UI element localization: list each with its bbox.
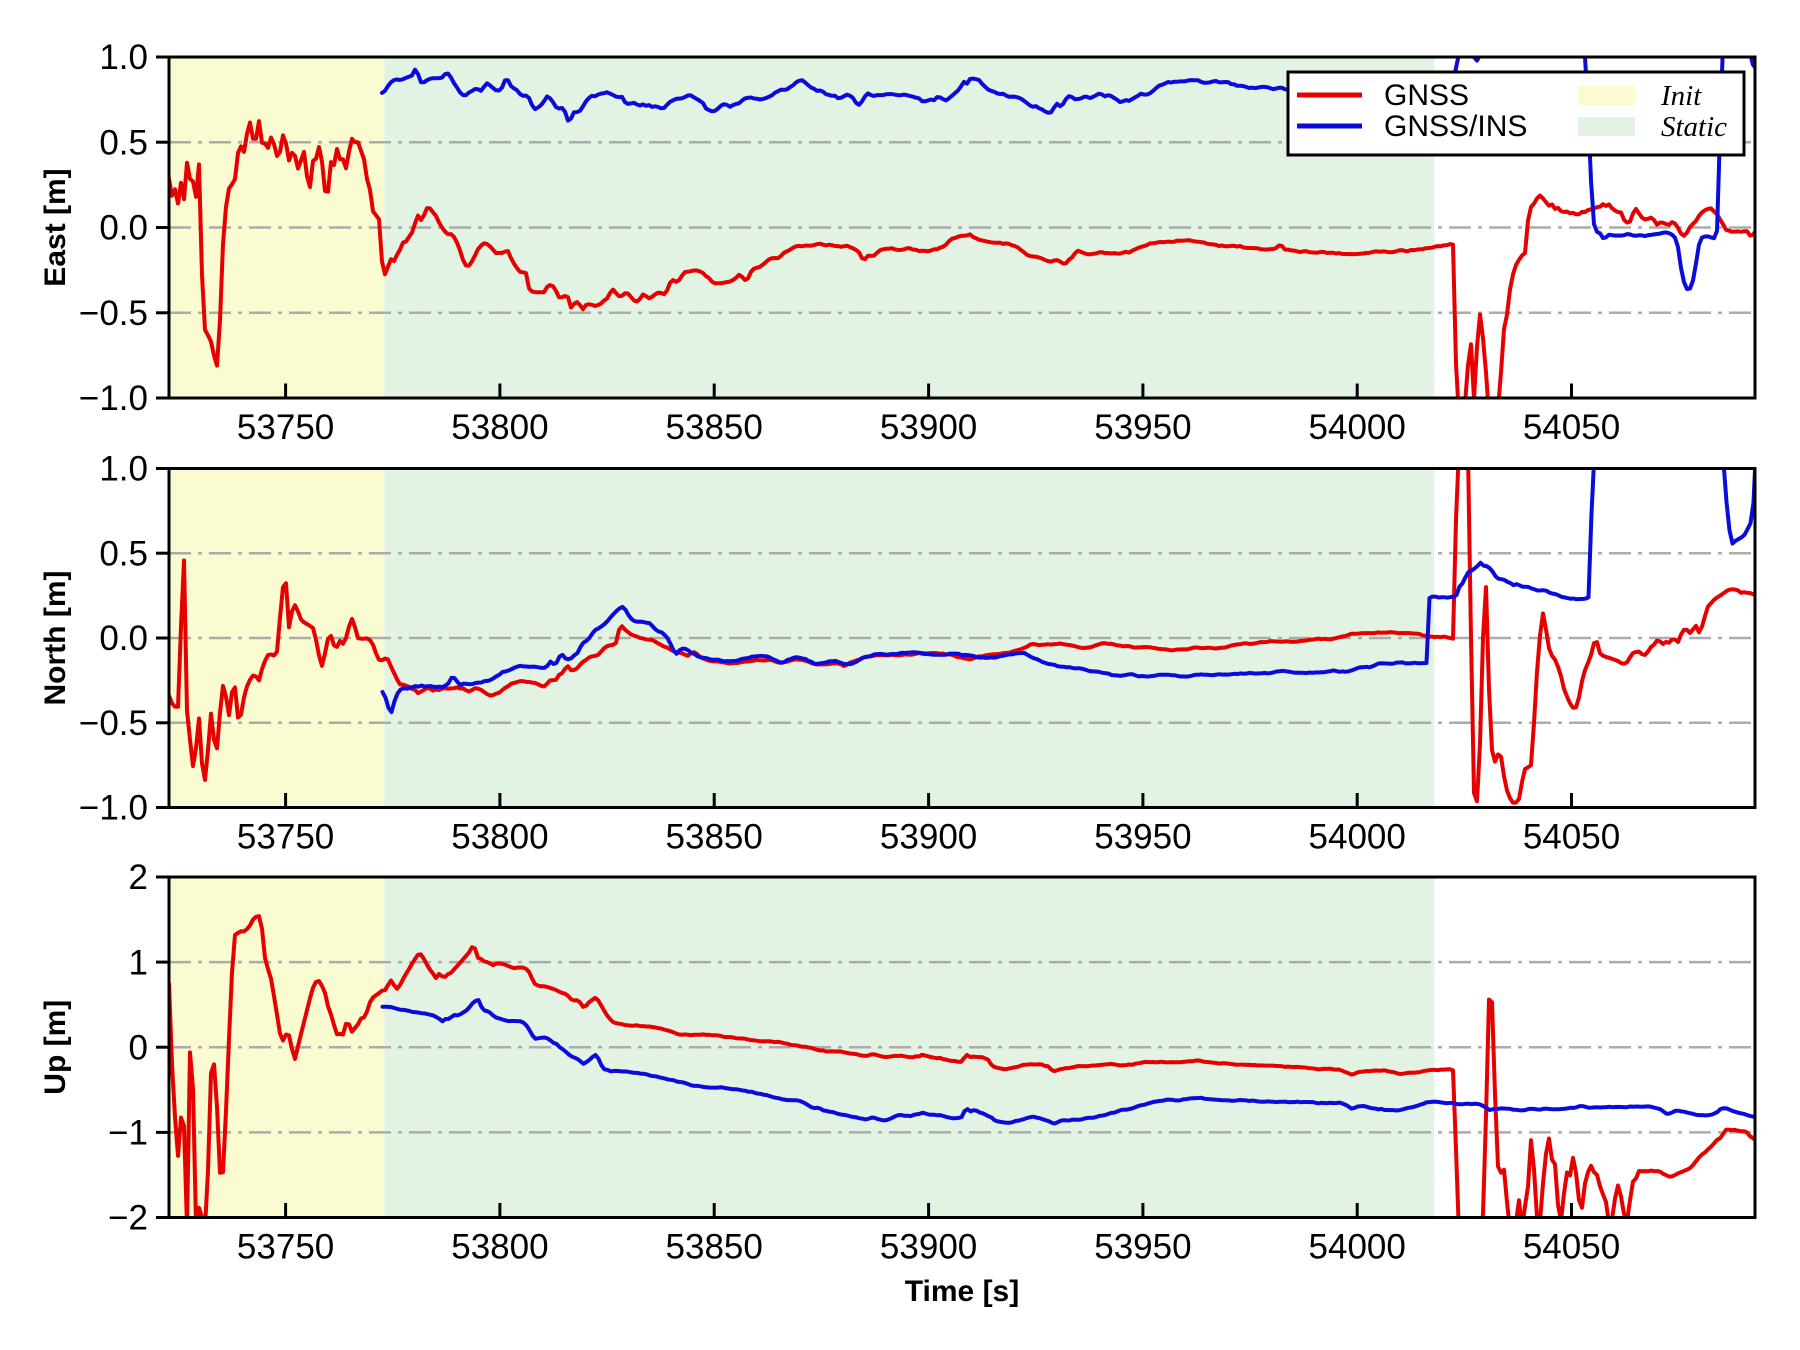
svg-text:0: 0 (129, 1029, 148, 1068)
svg-text:53950: 53950 (1094, 1228, 1191, 1267)
svg-text:53900: 53900 (880, 408, 977, 447)
svg-text:Up [m]: Up [m] (39, 1000, 72, 1095)
svg-text:53950: 53950 (1094, 818, 1191, 857)
svg-text:Init: Init (1660, 80, 1702, 112)
svg-text:53750: 53750 (237, 1228, 334, 1267)
svg-text:53800: 53800 (451, 818, 548, 857)
svg-text:GNSS/INS: GNSS/INS (1384, 110, 1527, 143)
svg-text:Static: Static (1661, 111, 1727, 143)
svg-text:1.0: 1.0 (99, 450, 148, 489)
svg-text:1.0: 1.0 (99, 38, 148, 77)
svg-text:54000: 54000 (1309, 818, 1406, 857)
svg-text:53800: 53800 (451, 1228, 548, 1267)
svg-text:North [m]: North [m] (39, 571, 72, 706)
svg-text:0.5: 0.5 (99, 123, 148, 162)
svg-text:53850: 53850 (666, 818, 763, 857)
svg-text:GNSS: GNSS (1384, 79, 1469, 112)
svg-text:54000: 54000 (1309, 1228, 1406, 1267)
svg-text:53750: 53750 (237, 818, 334, 857)
svg-text:54000: 54000 (1309, 408, 1406, 447)
svg-text:2: 2 (129, 858, 148, 897)
svg-text:East [m]: East [m] (39, 168, 72, 286)
svg-text:−1.0: −1.0 (79, 379, 148, 418)
svg-text:53900: 53900 (880, 818, 977, 857)
svg-text:54050: 54050 (1523, 818, 1620, 857)
svg-text:53850: 53850 (666, 1228, 763, 1267)
svg-text:54050: 54050 (1523, 408, 1620, 447)
svg-text:−1.0: −1.0 (79, 789, 148, 828)
svg-text:0.0: 0.0 (99, 209, 148, 248)
svg-text:−2: −2 (108, 1199, 148, 1238)
svg-text:53800: 53800 (451, 408, 548, 447)
svg-text:53750: 53750 (237, 408, 334, 447)
svg-text:0.0: 0.0 (99, 619, 148, 658)
svg-text:1: 1 (129, 943, 148, 982)
svg-text:53850: 53850 (666, 408, 763, 447)
svg-text:−0.5: −0.5 (79, 294, 148, 333)
svg-text:53900: 53900 (880, 1228, 977, 1267)
svg-text:0.5: 0.5 (99, 535, 148, 574)
svg-text:53950: 53950 (1094, 408, 1191, 447)
svg-text:54050: 54050 (1523, 1228, 1620, 1267)
svg-text:−1: −1 (108, 1114, 148, 1153)
svg-text:Time [s]: Time [s] (905, 1275, 1019, 1308)
svg-text:−0.5: −0.5 (79, 704, 148, 743)
